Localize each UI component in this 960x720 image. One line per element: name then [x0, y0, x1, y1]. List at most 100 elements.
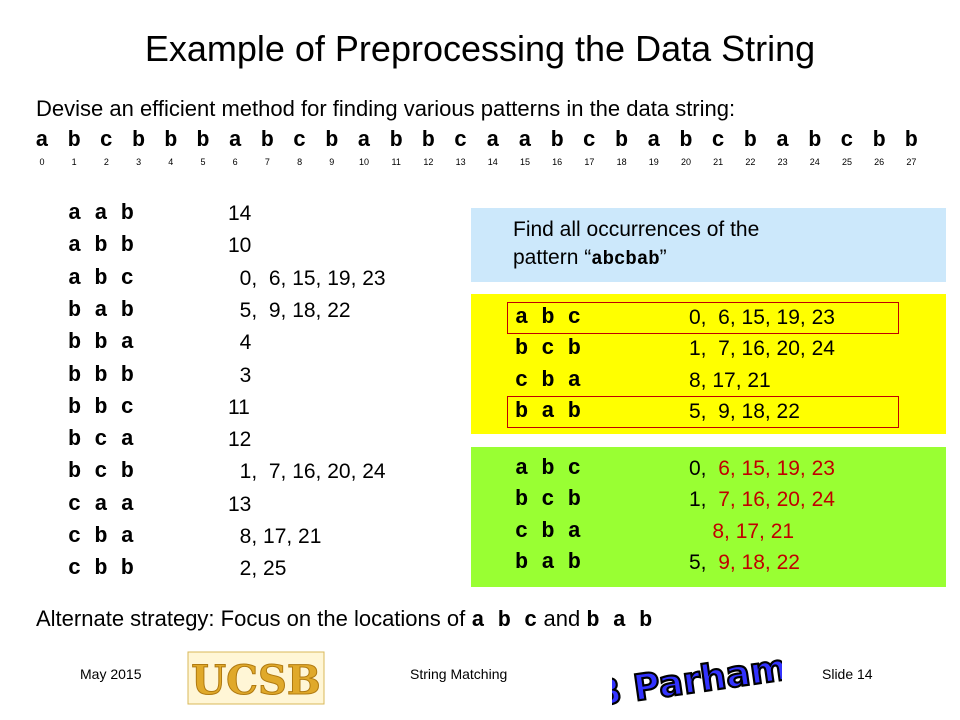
- author-logo: B Parhami: [612, 646, 782, 708]
- table-row: b a b 5, 9, 18, 22: [515, 396, 935, 428]
- index-label: 8: [297, 157, 303, 167]
- yellow-table-box: a b c 0, 6, 15, 19, 23 b c b 1, 7, 16, 20, …: [471, 294, 946, 434]
- data-char: a: [775, 128, 790, 153]
- table-row: b c b 1, 7, 16, 20, 24: [68, 456, 448, 488]
- pattern-label: a b b: [68, 233, 135, 259]
- data-char: b: [743, 128, 757, 153]
- pattern-label: c b a: [68, 524, 135, 549]
- data-char: b: [679, 128, 693, 153]
- table-row: b b a 4: [68, 327, 448, 359]
- green-table-box: a b c 0, 6, 15, 19, 23 b c b 1, 7, 16, 20, …: [471, 447, 946, 587]
- find-line-1: Find all occurrences of the: [513, 218, 760, 241]
- index-label: 23: [777, 157, 788, 167]
- index-label: 22: [745, 157, 756, 167]
- data-char: b: [131, 128, 146, 153]
- data-char: b: [196, 128, 210, 153]
- data-char: b: [614, 128, 629, 153]
- index-label: 18: [616, 157, 627, 167]
- data-char: c: [453, 128, 468, 153]
- table-row: a b c 0, 6, 15, 19, 23: [515, 453, 935, 485]
- data-char: a: [228, 128, 242, 153]
- positions: 1, 7, 16, 20, 24: [228, 460, 386, 484]
- index-label: 13: [455, 157, 466, 167]
- pattern-label: b c b: [515, 487, 582, 513]
- positions: 4: [228, 331, 252, 355]
- pattern-label: a a b: [68, 201, 135, 226]
- data-char: c: [99, 128, 113, 153]
- table-row: c b a 8, 17, 21: [68, 521, 448, 553]
- pattern-label: b b a: [68, 330, 135, 356]
- data-char: a: [518, 128, 532, 153]
- pattern-label: b c b: [515, 336, 582, 362]
- index-label: 11: [391, 157, 401, 167]
- pattern-label: c a a: [68, 491, 135, 517]
- index-label: 15: [519, 157, 530, 167]
- positions: 0, 6, 15, 19, 23: [689, 457, 835, 480]
- data-char: b: [67, 128, 81, 153]
- pattern-label: a b c: [68, 265, 135, 291]
- table-row: c b b 2, 25: [68, 553, 448, 585]
- data-char: a: [357, 128, 371, 153]
- data-char: b: [164, 128, 178, 153]
- data-char: b: [808, 128, 822, 153]
- table-row: a b c 0, 6, 15, 19, 23: [515, 302, 935, 334]
- data-char: c: [292, 128, 307, 153]
- footer-date: May 2015: [80, 666, 142, 682]
- table-row: a b b 10: [68, 230, 448, 262]
- find-box: Find all occurrences of the pattern “abc…: [471, 208, 946, 282]
- table-row: b a b 5, 9, 18, 22: [68, 295, 448, 327]
- data-char: b: [872, 128, 886, 153]
- positions: 14: [228, 202, 252, 225]
- ucsb-logo: UCSB: [187, 651, 325, 705]
- index-label: 21: [713, 157, 724, 167]
- data-char: b: [421, 128, 435, 153]
- highlight-abc: [507, 302, 899, 334]
- pattern-label: b a b: [515, 398, 582, 424]
- table-row: c a a 13: [68, 489, 448, 521]
- positions: 10: [228, 234, 252, 258]
- index-label: 24: [809, 157, 820, 167]
- find-line-2: pattern “abcbab”: [513, 246, 667, 270]
- data-char: c: [582, 128, 596, 153]
- index-label: 10: [358, 157, 369, 167]
- pattern-table: a a b 14 a b b 10 a b c 0, 6, 15, 19, 23 b a …: [68, 198, 448, 588]
- positions: 8, 17, 21: [228, 525, 322, 548]
- positions: 5, 9, 18, 22: [689, 399, 800, 423]
- intro-text: Devise an efficient method for finding v…: [36, 96, 736, 121]
- table-row: a a b 14: [68, 198, 448, 230]
- index-label: 20: [680, 157, 691, 167]
- pattern-label: b a b: [68, 297, 135, 323]
- data-char: b: [389, 128, 403, 153]
- data-char: a: [647, 128, 661, 153]
- pattern-label: b a b: [515, 549, 582, 575]
- find-pattern: abcbab: [591, 248, 660, 270]
- index-label: 0: [39, 157, 45, 167]
- pattern-label: b b b: [68, 362, 135, 388]
- index-label: 16: [552, 157, 563, 167]
- positions: 8, 17, 21: [689, 368, 771, 392]
- table-row: c b a 8, 17, 21: [515, 365, 935, 397]
- positions: 0, 6, 15, 19, 23: [689, 306, 835, 329]
- table-row: b c b 1, 7, 16, 20, 24: [515, 333, 935, 365]
- index-label: 17: [584, 157, 595, 167]
- pattern-label: a b c: [515, 456, 582, 481]
- index-label: 26: [874, 157, 885, 167]
- positions: 13: [228, 492, 252, 516]
- positions: 1, 7, 16, 20, 24: [689, 488, 835, 512]
- svg-text:B Parhami: B Parhami: [612, 646, 782, 708]
- footer-title: String Matching: [410, 666, 508, 682]
- index-label: 7: [264, 157, 270, 167]
- alternate-strategy: Alternate strategy: Focus on the locatio…: [36, 606, 653, 633]
- pattern-label: c b a: [515, 518, 582, 544]
- index-label: 12: [423, 157, 434, 167]
- table-row: b a b 5, 9, 18, 22: [515, 547, 935, 579]
- footer-slide: Slide 14: [822, 666, 873, 682]
- index-label: 14: [487, 157, 498, 167]
- data-char: b: [325, 128, 339, 153]
- data-char: b: [904, 128, 918, 153]
- data-char: c: [711, 128, 725, 153]
- table-row: b b c 11: [68, 392, 448, 424]
- highlight-bab: [507, 396, 899, 428]
- positions: 1, 7, 16, 20, 24: [689, 337, 835, 361]
- positions: 0, 6, 15, 19, 23: [228, 266, 386, 290]
